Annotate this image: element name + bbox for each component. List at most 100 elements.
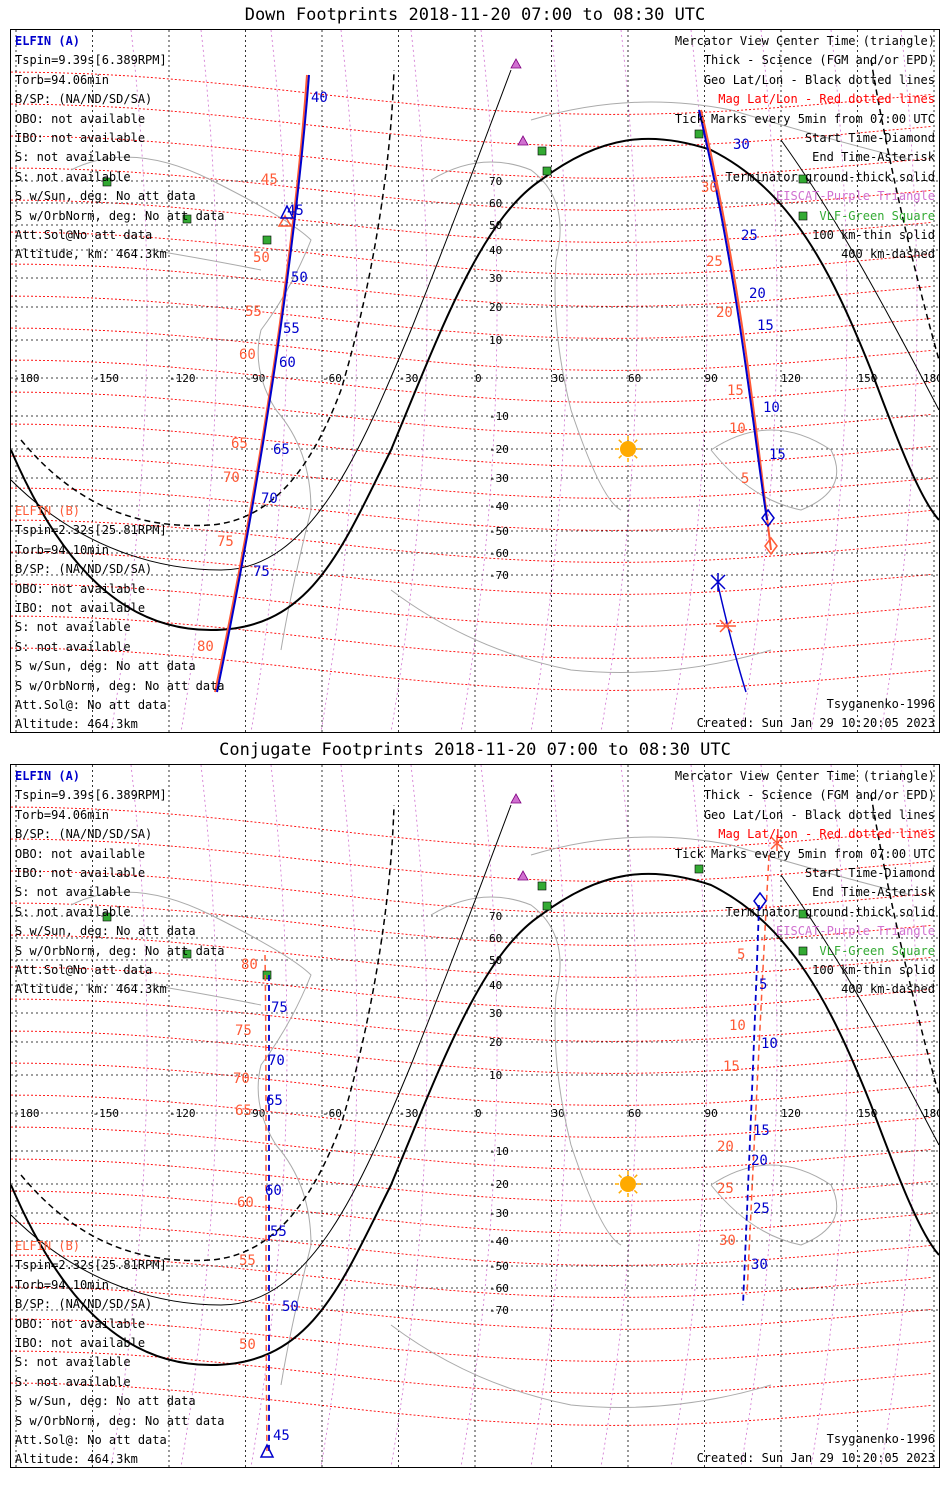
elfin-a-name: ELFIN (A) — [15, 769, 81, 783]
elfin-a-info-block: ELFIN (A) Tspin=9.39s[6.389RPM] Torb=94.06… — [15, 32, 225, 265]
mag-lon-line — [390, 30, 428, 732]
elfin-b-info-line: B/SP: (NA/ND/SD/SA) — [15, 562, 153, 577]
coastline — [70, 156, 312, 651]
mag-lat-line — [11, 327, 932, 371]
sun-ray — [633, 1189, 638, 1194]
elfin-b-tick-label: 50 — [239, 1337, 256, 1353]
mag-lat-line — [11, 295, 932, 339]
lon-tick-label: 0 — [475, 372, 482, 385]
sun-ray — [618, 439, 623, 444]
coastline — [710, 429, 838, 511]
lon-tick-label: -180 — [13, 372, 40, 385]
elfin-a-tick-label: 70 — [268, 1053, 285, 1069]
lat-tick-label: 70 — [489, 175, 502, 188]
lat-tick-label: -20 — [489, 1178, 509, 1191]
vlf-square-icon — [542, 166, 552, 176]
elfin-b-tick-label: 60 — [237, 1195, 254, 1211]
elfin-a-track — [216, 74, 310, 693]
vlf-square-icon — [694, 864, 704, 874]
lat-tick-label: -70 — [489, 569, 509, 582]
terminator-400km — [20, 69, 395, 527]
elfin-b-tick-label: 15 — [723, 1059, 740, 1075]
mag-lon-line — [320, 765, 358, 1467]
elfin-b-tick-label: 20 — [716, 305, 733, 321]
elfin-a-tick-label: 75 — [253, 564, 270, 580]
mag-lat-line — [11, 519, 932, 563]
elfin-a-end-asterisk — [710, 573, 726, 591]
elfin-b-info-line: B/SP: (NA/ND/SD/SA) — [15, 1297, 153, 1312]
elfin-b-tick-label: 65 — [235, 1103, 252, 1119]
elfin-b-info-line: Torb=94.10min — [15, 542, 109, 557]
elfin-a-info-line: S: not available — [15, 169, 131, 184]
legend-entry: Terminator ground-thick solid — [725, 904, 935, 919]
mag-lat-line — [11, 1030, 932, 1074]
elfin-b-tick-label: 80 — [197, 639, 214, 655]
elfin-b-info-line: OBO: not available — [15, 581, 146, 596]
coastline — [70, 891, 312, 1386]
mag-lat-line — [11, 1222, 932, 1266]
mag-lat-line — [11, 359, 932, 403]
coastline — [150, 249, 262, 271]
elfin-a-tick-label: 25 — [753, 1201, 770, 1217]
terminator-400km — [20, 804, 395, 1262]
mag-lat-line — [11, 934, 932, 978]
mag-lat-line — [11, 423, 932, 467]
lat-tick-label: 30 — [489, 1007, 502, 1020]
elfin-b-tick-label: 5 — [737, 947, 745, 963]
lon-tick-label: 120 — [781, 1107, 801, 1120]
lon-tick-label: -180 — [13, 1107, 40, 1120]
elfin-b-tick-label: 25 — [706, 254, 723, 270]
elfin-a-info-line: IBO: not available — [15, 130, 146, 145]
lat-tick-label: -50 — [489, 1260, 509, 1273]
mag-lat-line — [11, 998, 932, 1042]
elfin-a-info-line: Torb=94.06min — [15, 72, 109, 87]
lon-tick-label: -60 — [322, 372, 342, 385]
vlf-square-icon — [542, 901, 552, 911]
elfin-a-tick-label: 70 — [261, 491, 278, 507]
legend-entry: EISCAT-Purple Triangle — [776, 924, 935, 939]
elfin-a-tick-label: 50 — [282, 1299, 299, 1315]
elfin-b-name: ELFIN (B) — [15, 504, 81, 518]
lon-tick-label: -120 — [169, 1107, 196, 1120]
mag-lon-line — [740, 30, 778, 732]
elfin-a-info-line: S w/Sun, deg: No att data — [15, 924, 196, 939]
vlf-square-icon — [798, 211, 808, 221]
elfin-b-tick-label: 10 — [729, 1018, 746, 1034]
mag-lon-line — [250, 30, 288, 732]
vlf-square-icon — [694, 129, 704, 139]
elfin-a-view-triangle — [259, 1443, 275, 1458]
lon-tick-label: -90 — [246, 372, 266, 385]
elfin-b-info-line: IBO: not available — [15, 1335, 146, 1350]
elfin-a-tick-label: 20 — [751, 1153, 768, 1169]
elfin-b-view-triangle — [277, 214, 293, 227]
terminator-100km — [11, 69, 512, 571]
lon-tick-label: -150 — [93, 1107, 120, 1120]
elfin-b-name: ELFIN (B) — [15, 1239, 81, 1253]
elfin-a-view-triangle — [279, 204, 295, 219]
elfin-a-tick-label: 65 — [273, 442, 290, 458]
elfin-a-tick-label: 55 — [283, 321, 300, 337]
mag-lat-line — [11, 103, 932, 147]
elfin-a-info-line: S w/Sun, deg: No att data — [15, 189, 196, 204]
mag-lon-line — [880, 30, 918, 732]
legend-entry: Tick Marks every 5min from 07:00 UTC — [674, 111, 935, 126]
mag-lat-line — [11, 1190, 932, 1234]
lon-tick-label: -150 — [93, 372, 120, 385]
eiscat-triangle-icon — [510, 793, 522, 804]
mag-lon-line — [530, 765, 568, 1467]
elfin-a-tick-label: 65 — [266, 1093, 283, 1109]
elfin-a-tick-label: 60 — [265, 1183, 282, 1199]
legend-entry: Geo Lat/Lon - Black dotted lines — [703, 807, 935, 822]
elfin-b-tick-label: 50 — [253, 250, 270, 266]
sun-ray — [633, 454, 638, 459]
legend-entry: End Time-Asterisk — [812, 885, 935, 900]
elfin-a-info-line: S w/OrbNorm, deg: No att data — [15, 943, 225, 958]
legend-entry: Mag Lat/Lon - Red dotted lines — [718, 827, 935, 842]
sun-ray — [633, 439, 638, 444]
elfin-b-tick-label: 5 — [741, 471, 749, 487]
mag-lat-line — [11, 551, 932, 595]
elfin-a-track — [742, 904, 760, 1306]
legend-entry: Mercator View Center Time (triangle) — [674, 34, 935, 48]
elfin-a-tick-label: 45 — [273, 1428, 290, 1444]
mag-lat-line — [11, 391, 932, 435]
